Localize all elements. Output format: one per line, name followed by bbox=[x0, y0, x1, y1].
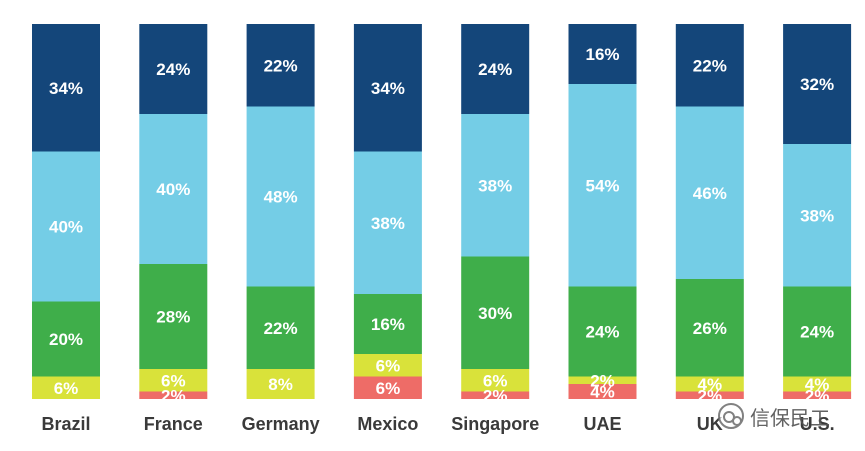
data-label: 24% bbox=[800, 323, 834, 342]
data-label: 46% bbox=[693, 184, 727, 203]
data-label: 2% bbox=[698, 386, 723, 405]
bar-segment-3-brazil bbox=[32, 301, 100, 377]
data-label: 2% bbox=[805, 386, 830, 405]
bar-segment-1-uk bbox=[675, 24, 744, 107]
bar-segment-4-singapore bbox=[461, 369, 530, 392]
data-label: 16% bbox=[371, 315, 405, 334]
wechat-logo-icon bbox=[718, 403, 744, 429]
bar-segment-5-mexico bbox=[353, 376, 422, 399]
x-tick-label: UK bbox=[697, 414, 723, 434]
data-label: 22% bbox=[693, 56, 727, 75]
bar-segment-3-uk bbox=[675, 279, 744, 377]
bar-segment-4-france bbox=[139, 369, 208, 392]
x-tick-label: U.S. bbox=[800, 414, 835, 434]
bar-segment-5-us bbox=[783, 391, 852, 399]
bar-segment-2-france bbox=[139, 114, 208, 264]
watermark-text: 信保民工 bbox=[750, 405, 830, 430]
watermark: 信保民工 bbox=[718, 400, 858, 432]
bar-segment-3-france bbox=[139, 264, 208, 369]
bar-segment-1-uae bbox=[568, 24, 637, 84]
bar-segment-4-mexico bbox=[353, 354, 422, 377]
data-label: 54% bbox=[585, 176, 619, 195]
data-label: 48% bbox=[264, 188, 298, 207]
data-label: 22% bbox=[264, 319, 298, 338]
data-label: 4% bbox=[805, 375, 830, 394]
data-label: 26% bbox=[693, 319, 727, 338]
data-label: 22% bbox=[264, 56, 298, 75]
data-label: 32% bbox=[800, 75, 834, 94]
data-label: 2% bbox=[590, 371, 615, 390]
bars-group bbox=[32, 24, 852, 399]
data-label: 2% bbox=[483, 386, 508, 405]
data-label: 4% bbox=[698, 375, 723, 394]
bar-segment-2-us bbox=[783, 144, 852, 287]
bar-segment-4-brazil bbox=[32, 376, 100, 399]
category-labels-group: Brazil France Germany Mexico Singapore UAE UK U… bbox=[41, 414, 834, 434]
data-label: 40% bbox=[156, 180, 190, 199]
bar-segment-1-germany bbox=[246, 24, 315, 107]
data-label: 24% bbox=[156, 60, 190, 79]
bar-segment-4-germany bbox=[246, 369, 315, 399]
data-label: 34% bbox=[49, 79, 83, 98]
x-tick-label: Singapore bbox=[451, 414, 539, 434]
segment-labels-group: 6%20%40%34%2%6%28%40%24%8%22%48%22%6%6%1… bbox=[49, 45, 834, 405]
bar-segment-1-singapore bbox=[461, 24, 530, 114]
bar-segment-2-uae bbox=[568, 84, 637, 287]
bar-segment-2-brazil bbox=[32, 151, 100, 302]
data-label: 38% bbox=[371, 214, 405, 233]
data-label: 6% bbox=[376, 356, 401, 375]
bar-segment-3-mexico bbox=[353, 294, 422, 354]
bar-segment-3-us bbox=[783, 286, 852, 377]
bar-segment-2-mexico bbox=[353, 151, 422, 294]
bar-segment-5-france bbox=[139, 391, 208, 399]
data-label: 6% bbox=[54, 379, 79, 398]
bar-segment-1-mexico bbox=[353, 24, 422, 152]
bar-segment-3-uae bbox=[568, 286, 637, 377]
bar-segment-5-uae bbox=[568, 384, 637, 399]
data-label: 24% bbox=[585, 323, 619, 342]
x-tick-label: Germany bbox=[242, 414, 320, 434]
data-label: 6% bbox=[376, 379, 401, 398]
data-label: 34% bbox=[371, 79, 405, 98]
data-label: 38% bbox=[478, 176, 512, 195]
data-label: 38% bbox=[800, 206, 834, 225]
data-label: 24% bbox=[478, 60, 512, 79]
x-tick-label: Brazil bbox=[41, 414, 90, 434]
bar-segment-4-uk bbox=[675, 376, 744, 392]
bar-segment-1-france bbox=[139, 24, 208, 114]
bar-segment-2-singapore bbox=[461, 114, 530, 257]
bar-segment-2-uk bbox=[675, 106, 744, 279]
bar-segment-3-germany bbox=[246, 286, 315, 369]
data-label: 4% bbox=[590, 383, 615, 402]
data-label: 16% bbox=[585, 45, 619, 64]
bar-segment-2-germany bbox=[246, 106, 315, 287]
data-label: 2% bbox=[161, 386, 186, 405]
x-tick-label: France bbox=[144, 414, 203, 434]
bar-segment-5-singapore bbox=[461, 391, 530, 399]
data-label: 20% bbox=[49, 330, 83, 349]
bar-segment-3-singapore bbox=[461, 256, 530, 369]
bar-segment-5-uk bbox=[675, 391, 744, 399]
data-label: 40% bbox=[49, 218, 83, 237]
x-tick-label: UAE bbox=[583, 414, 621, 434]
x-tick-label: Mexico bbox=[357, 414, 418, 434]
bar-segment-1-brazil bbox=[32, 24, 100, 152]
bar-segment-4-us bbox=[783, 376, 852, 392]
data-label: 8% bbox=[268, 375, 293, 394]
data-label: 30% bbox=[478, 304, 512, 323]
data-label: 6% bbox=[161, 371, 186, 390]
data-label: 6% bbox=[483, 371, 508, 390]
data-label: 28% bbox=[156, 308, 190, 327]
bar-segment-4-uae bbox=[568, 376, 637, 384]
bar-segment-1-us bbox=[783, 24, 852, 144]
